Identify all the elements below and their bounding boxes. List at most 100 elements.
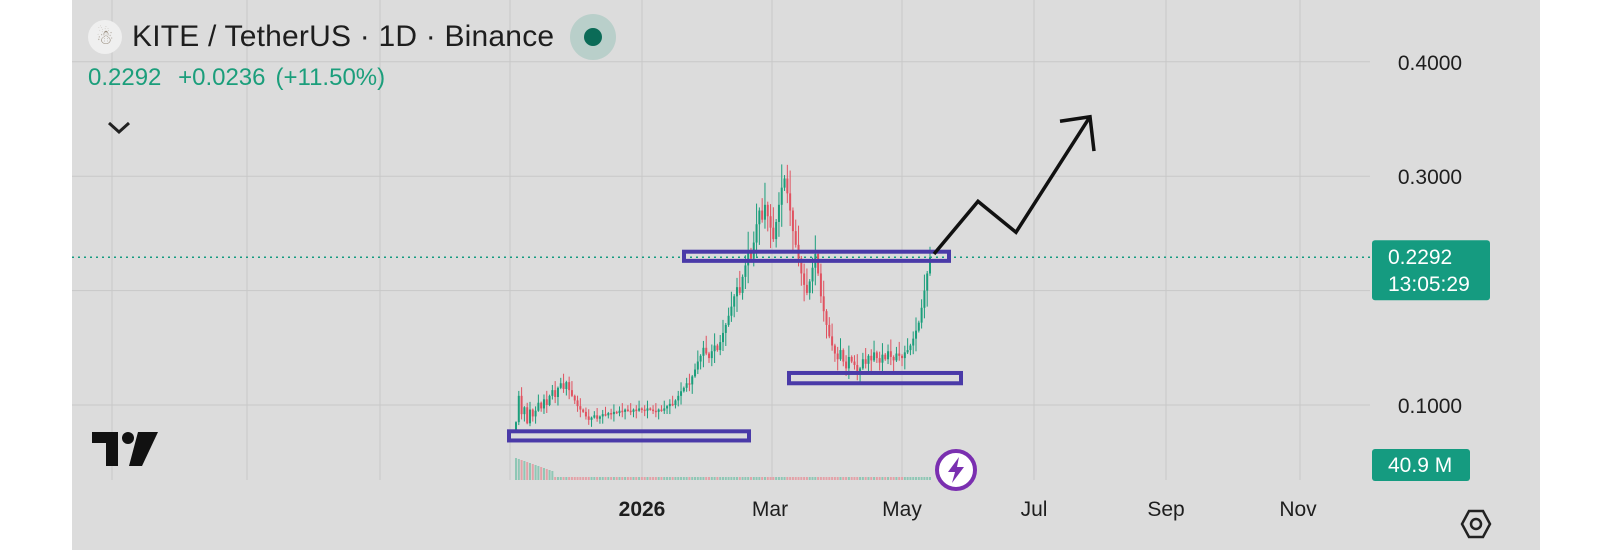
volume-bar [906, 477, 909, 480]
volume-bar [878, 477, 881, 480]
volume-bar [551, 471, 554, 480]
candle-body [828, 324, 831, 337]
x-tick-label: Nov [1279, 498, 1317, 521]
volume-bar [618, 477, 621, 480]
volume-bar [657, 477, 660, 480]
volume-bar [850, 477, 853, 480]
volume-bar [887, 477, 890, 480]
volume-bar [783, 477, 786, 480]
volume-bar [649, 477, 652, 480]
volume-bar [870, 477, 873, 480]
candle-body [540, 402, 543, 409]
candle-body [688, 383, 691, 385]
volume-bar [548, 470, 551, 480]
support-resistance-zones [507, 249, 963, 443]
last-price: 0.2292 [88, 64, 162, 91]
volume-bar [590, 477, 593, 480]
tradingview-logo-icon[interactable] [92, 432, 158, 466]
chart-frame[interactable]: 0.4000 0.3000 0.1000 2026 Mar May Jul Sep Nov 0.2… [72, 0, 1540, 550]
volume-bar [831, 477, 834, 480]
candle-body [873, 352, 876, 361]
volume-bar [604, 477, 607, 480]
price-change-pct: (+11.50%) [275, 64, 386, 91]
candle-body [833, 345, 836, 354]
volume-bar [842, 477, 845, 480]
candle-body [772, 227, 775, 240]
candle-body [705, 347, 708, 354]
candles [515, 164, 931, 432]
volume-bar [822, 477, 825, 480]
candle-body [766, 204, 769, 217]
candle-body [632, 409, 635, 412]
volume-bar [635, 477, 638, 480]
lightning-icon[interactable] [934, 448, 978, 492]
volume-bar [780, 477, 783, 480]
candle-body [803, 273, 806, 285]
candle-body [895, 353, 898, 361]
candle-body [789, 193, 792, 211]
x-tick-label: May [882, 498, 922, 521]
volume-bar [663, 477, 666, 480]
volume-bar [612, 477, 615, 480]
candle-body [808, 281, 811, 293]
candle-body [638, 408, 641, 411]
candle-body [819, 273, 822, 297]
candle-body [822, 296, 825, 312]
candle-body [565, 382, 568, 389]
volume-bar [699, 477, 702, 480]
volume-bar [898, 477, 901, 480]
zone-box [787, 370, 963, 386]
volume-bar [705, 477, 708, 480]
volume-bar [537, 466, 540, 480]
candle-body [903, 352, 906, 359]
candle-body [590, 417, 593, 420]
candle-body [685, 383, 688, 388]
volume-bar [752, 477, 755, 480]
candle-body [677, 395, 680, 401]
grid [72, 0, 1370, 480]
candle-body [680, 391, 683, 396]
x-tick-label: 2026 [619, 498, 666, 521]
volume-bar [730, 477, 733, 480]
candle-body [738, 287, 741, 293]
volume-bar [685, 477, 688, 480]
candle-body [515, 422, 517, 431]
candle-body [668, 403, 671, 407]
candle-body [626, 409, 629, 412]
volume-bar [929, 477, 931, 480]
volume-bar [559, 477, 562, 480]
volume-bar [735, 477, 738, 480]
volume-bar [556, 477, 559, 480]
price-chart[interactable]: 0.4000 0.3000 0.1000 2026 Mar May Jul Sep Nov 0.2… [72, 0, 1540, 550]
volume-bar [791, 477, 794, 480]
candle-body [926, 273, 929, 291]
symbol-logo-icon[interactable]: ☃ [88, 20, 122, 54]
axes: 0.4000 0.3000 0.1000 2026 Mar May Jul Sep Nov 0.2… [619, 52, 1490, 521]
chevron-down-icon[interactable] [106, 118, 132, 138]
volume-bar [694, 477, 697, 480]
candle-body [747, 250, 750, 266]
candle-body [859, 368, 862, 373]
volume-bar [808, 477, 811, 480]
volume-bar [903, 477, 906, 480]
volume-bar [582, 477, 585, 480]
volume-bar [875, 477, 878, 480]
volume-bar [926, 477, 929, 480]
volume-bar [540, 467, 543, 480]
symbol-title[interactable]: KITE / TetherUS · 1D · Binance [132, 20, 555, 53]
volume-bar [724, 477, 727, 480]
volume-bar [814, 477, 817, 480]
volume-bar [668, 477, 671, 480]
volume-bar [856, 477, 859, 480]
volume-bar [881, 477, 884, 480]
volume-bar [889, 477, 892, 480]
candle-body [744, 265, 747, 277]
volume-bar [523, 461, 526, 480]
status-dot-icon[interactable] [570, 14, 617, 60]
settings-icon[interactable] [1460, 508, 1492, 540]
volume-bar [610, 477, 613, 480]
candle-body [864, 359, 867, 364]
volume-bar [531, 464, 534, 480]
volume-bar [638, 477, 641, 480]
candle-body [901, 355, 904, 359]
